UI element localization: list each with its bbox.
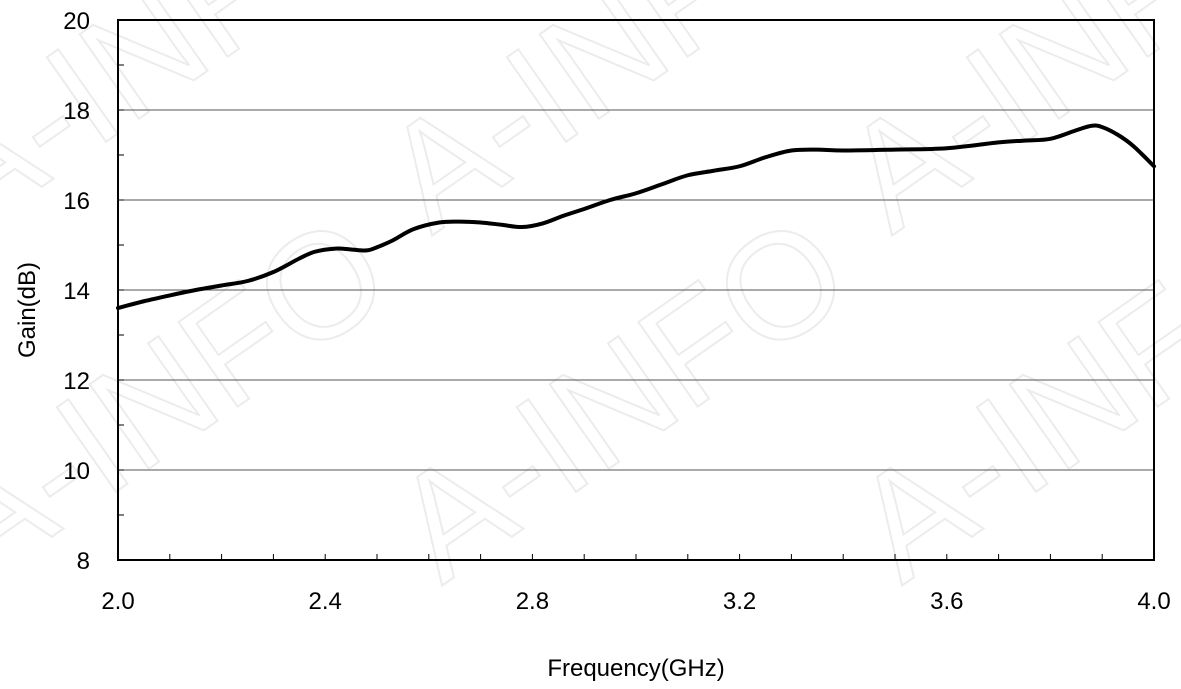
watermark-text: A-INFO (0, 183, 417, 612)
watermark-text: A-INFO (824, 183, 1181, 612)
y-tick-labels: 8 10 12 14 16 18 20 (63, 8, 90, 575)
x-axis-label: Frequency(GHz) (547, 655, 724, 682)
grid-lines (118, 109, 1154, 471)
x-tick-labels: 2.0 2.4 2.8 3.2 3.6 4.0 (101, 588, 1170, 615)
y-tick-label: 12 (63, 368, 90, 395)
minor-ticks (117, 19, 1155, 561)
x-tick-label: 2.4 (309, 588, 342, 615)
y-tick-label: 8 (77, 548, 90, 575)
x-tick-label: 3.6 (930, 588, 963, 615)
y-tick-label: 10 (63, 458, 90, 485)
series-layer (116, 123, 1156, 310)
watermark-text: A-INFO (814, 0, 1181, 262)
x-tick-label: 2.0 (101, 588, 134, 615)
y-tick-label: 20 (63, 8, 90, 35)
plot-area-frame (117, 19, 1155, 561)
x-tick-label: 4.0 (1137, 588, 1170, 615)
y-tick-label: 18 (63, 98, 90, 125)
gain-series-line (116, 123, 1156, 310)
x-tick-label: 3.2 (723, 588, 756, 615)
y-tick-label: 16 (63, 188, 90, 215)
y-axis-label: Gain(dB) (14, 262, 41, 358)
y-tick-label: 14 (63, 278, 90, 305)
x-tick-label: 2.8 (516, 588, 549, 615)
